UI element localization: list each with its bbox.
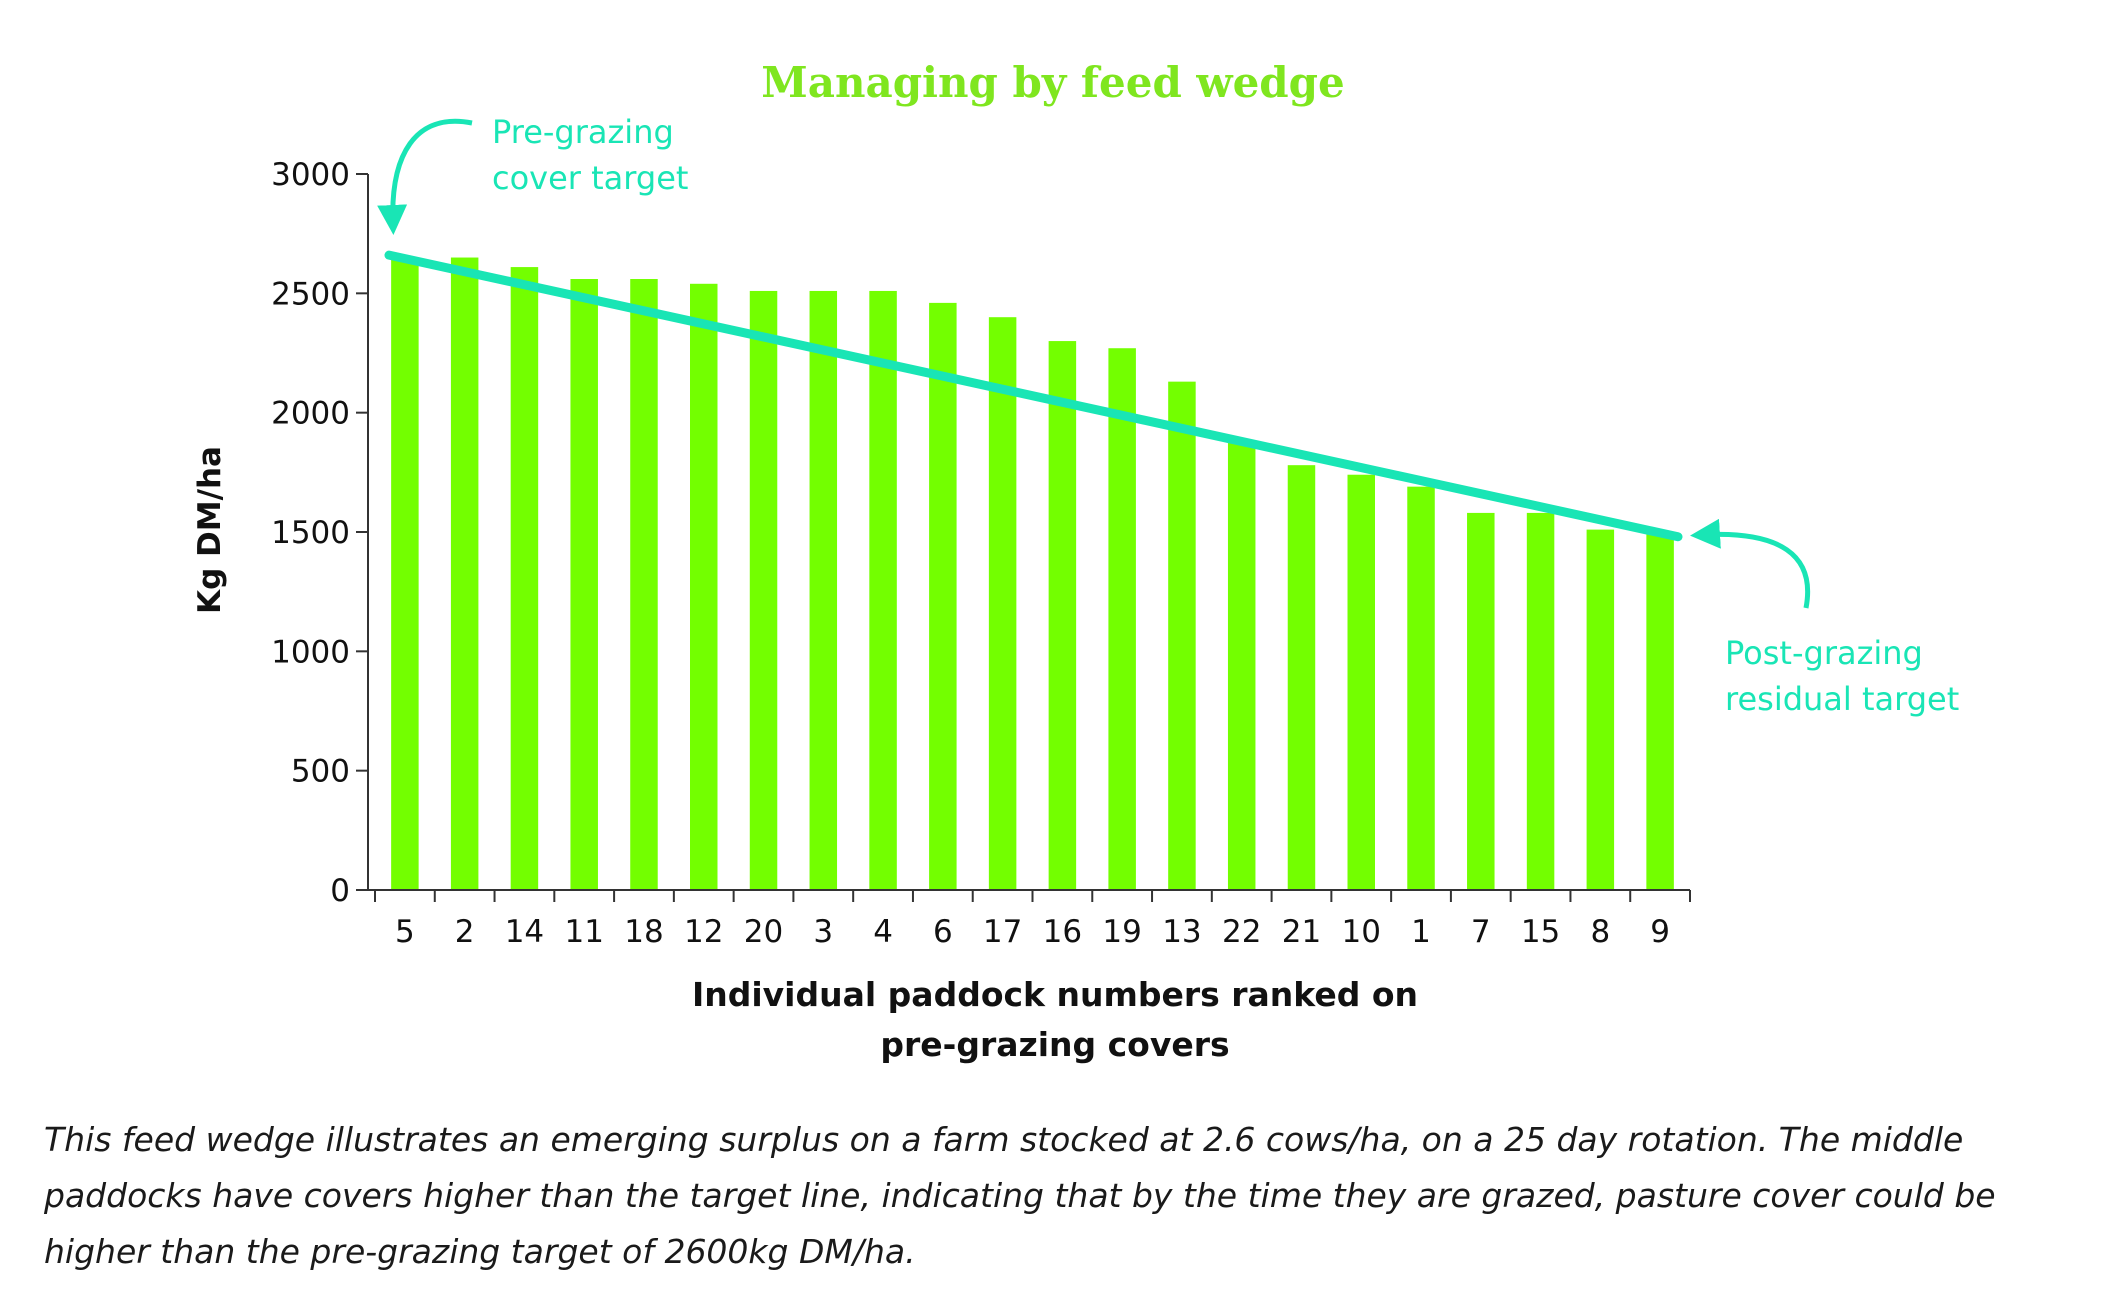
- x-axis-label-line-2: pre-grazing covers: [880, 1025, 1229, 1064]
- post-grazing-annotation-line-1: Post-grazing: [1725, 634, 1923, 672]
- x-tick-label: 19: [1102, 914, 1141, 950]
- bar: [391, 257, 419, 890]
- x-tick-label: 8: [1590, 914, 1610, 950]
- post-grazing-annotation-line-2: residual target: [1725, 680, 1959, 718]
- x-tick-label: 9: [1650, 914, 1670, 950]
- y-tick-label: 1000: [271, 634, 350, 670]
- y-tick-label: 500: [291, 754, 350, 790]
- x-tick-label: 15: [1521, 914, 1560, 950]
- bar: [929, 302, 957, 890]
- bar: [749, 290, 778, 890]
- x-tick-label: 3: [813, 914, 833, 950]
- x-tick-label: 10: [1342, 914, 1381, 950]
- x-tick-label: 13: [1162, 914, 1201, 950]
- bar: [1467, 512, 1495, 890]
- x-tick-label: 1: [1411, 914, 1431, 950]
- bar: [988, 317, 1017, 890]
- bar: [1646, 534, 1674, 890]
- bar: [1287, 465, 1316, 890]
- post-grazing-arrow: [1690, 518, 1810, 609]
- bar: [809, 290, 838, 890]
- pre-grazing-annotation-line-2: cover target: [492, 159, 688, 197]
- chart-title: Managing by feed wedge: [761, 58, 1345, 107]
- y-axis-label: Kg DM/ha: [192, 446, 228, 614]
- x-tick-label: 16: [1043, 914, 1082, 950]
- x-tick-label: 7: [1471, 914, 1491, 950]
- bar: [1407, 486, 1435, 890]
- x-tick-label: 5: [395, 914, 415, 950]
- bar: [1048, 341, 1077, 891]
- y-tick-label: 1500: [271, 515, 350, 551]
- x-tick-label: 2: [455, 914, 475, 950]
- x-tick-label: 17: [983, 914, 1022, 950]
- pre-grazing-arrow: [377, 118, 473, 235]
- pre-grazing-annotation-line-1: Pre-grazing: [492, 113, 674, 151]
- bar: [570, 279, 598, 891]
- x-axis: 5 2 14 11 18 12 20 3 4 6 17 16 19 13 22 21 10 1 7 15 8 9: [368, 889, 1691, 950]
- y-tick-label: 2000: [271, 396, 350, 432]
- bars: [391, 257, 1674, 891]
- bar: [1108, 348, 1136, 890]
- y-tick-label: 2500: [271, 276, 350, 312]
- y-tick-label: 3000: [271, 157, 350, 193]
- x-tick-label: 14: [505, 914, 544, 950]
- bar: [630, 279, 658, 891]
- x-tick-label: 18: [624, 914, 663, 950]
- bar: [1227, 441, 1256, 890]
- target-line: [384, 250, 1683, 542]
- bar: [869, 290, 897, 890]
- bar: [1586, 529, 1615, 890]
- feed-wedge-chart: Managing by feed wedge 0 500 1000 1500 2000 2…: [192, 58, 1959, 1064]
- bar: [1526, 512, 1555, 890]
- bar: [690, 283, 718, 891]
- y-tick-label: 0: [330, 873, 350, 909]
- x-tick-label: 20: [744, 914, 783, 950]
- x-tick-label: 21: [1282, 914, 1321, 950]
- x-axis-label-line-1: Individual paddock numbers ranked on: [692, 975, 1418, 1014]
- x-tick-label: 11: [564, 914, 603, 950]
- x-tick-label: 4: [873, 914, 893, 950]
- x-tick-label: 6: [933, 914, 953, 950]
- bar: [510, 267, 539, 891]
- bar: [450, 257, 479, 890]
- y-axis: 0 500 1000 1500 2000 2500 3000: [271, 157, 369, 909]
- x-tick-label: 22: [1222, 914, 1261, 950]
- figure-caption: This feed wedge illustrates an emerging …: [44, 1120, 1996, 1271]
- x-tick-label: 12: [684, 914, 723, 950]
- bar: [1168, 381, 1196, 890]
- bar: [1347, 474, 1375, 890]
